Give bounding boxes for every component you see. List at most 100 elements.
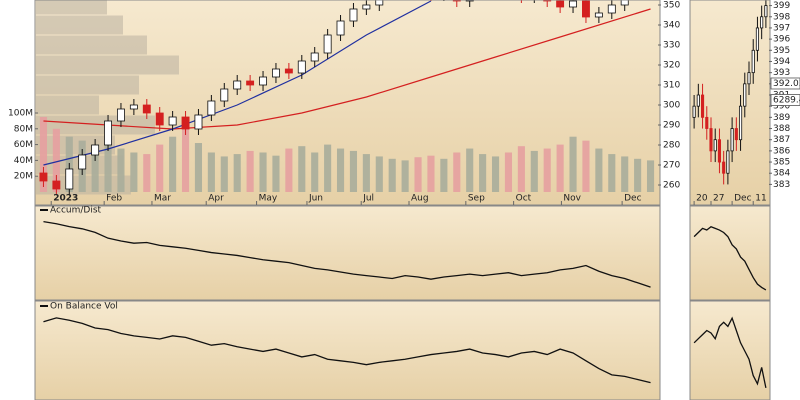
- main-panel: [35, 0, 660, 205]
- x-tick-label: 11: [755, 194, 766, 204]
- candle-body: [78, 154, 87, 170]
- x-tick-label: 20: [696, 194, 708, 204]
- price-callout: 392.03: [773, 79, 800, 89]
- volume-bar: [156, 144, 164, 192]
- candle-body: [751, 49, 755, 74]
- candle-body: [556, 0, 565, 8]
- x-tick-label: Mar: [154, 194, 171, 204]
- candle-body: [764, 5, 768, 18]
- marks: [36, 0, 768, 389]
- panel-title: On Balance Vol: [50, 302, 118, 312]
- volume-bar: [517, 146, 525, 192]
- candle-body: [39, 172, 48, 182]
- x-tick-label: Aug: [411, 194, 429, 204]
- candle-body: [65, 168, 74, 190]
- candle-body: [709, 128, 713, 152]
- right-frame: [689, 0, 771, 206]
- volume-bar: [543, 148, 551, 192]
- candle-body: [713, 139, 717, 152]
- volume-bar: [491, 156, 500, 192]
- candle-body: [700, 94, 705, 118]
- candle-body: [284, 68, 293, 74]
- y-tick-label: 320: [663, 61, 680, 71]
- candle-body: [375, 0, 384, 6]
- y-tick-label: 397: [773, 23, 790, 33]
- y-tick-label: 399: [773, 1, 790, 11]
- volume-bar: [259, 152, 267, 192]
- ad-panel: [35, 206, 660, 300]
- x-tick-label: Dec: [624, 194, 641, 204]
- candle-body: [760, 16, 764, 29]
- candle-body: [129, 104, 138, 110]
- x-tick-label: Sep: [468, 194, 485, 204]
- x-tick-label: Jul: [362, 194, 374, 204]
- y-tick-label: 389: [773, 113, 790, 123]
- x-tick-label: Feb: [106, 194, 122, 204]
- candle-body: [246, 80, 255, 86]
- volume-bar: [181, 124, 190, 192]
- volume-bar: [375, 156, 383, 192]
- y-tick-label: 386: [773, 146, 790, 156]
- candle-body: [91, 144, 100, 156]
- price-callout-box: [770, 94, 800, 106]
- volume-bar: [621, 156, 629, 192]
- y-tick-label: 396: [773, 35, 790, 45]
- volume-bar: [595, 148, 603, 192]
- volume-bar: [298, 146, 306, 192]
- y-tick-label: 80M: [14, 124, 33, 134]
- candle-body: [181, 116, 190, 130]
- candle-body: [297, 60, 306, 74]
- right-obv-panel: [690, 301, 770, 400]
- obv-frame: [34, 300, 661, 400]
- volume-bar: [39, 116, 48, 192]
- plot-area: [36, 0, 655, 195]
- candle-body: [696, 94, 700, 107]
- volume-bar: [104, 132, 112, 192]
- volume-by-price-bar: [36, 115, 155, 135]
- volume-bar: [479, 154, 487, 192]
- y-tick-label: 100M: [8, 108, 33, 118]
- candle-body: [743, 83, 747, 107]
- plot-area: [692, 0, 768, 185]
- volume-by-price-bar: [36, 75, 139, 95]
- x-tick-label: Nov: [563, 194, 581, 204]
- y-tick-label: 383: [773, 180, 790, 190]
- price-callout: 6289.47: [773, 96, 800, 106]
- y-tick-label: 330: [663, 41, 680, 51]
- y-tick-label: 310: [663, 81, 680, 91]
- candle-body: [620, 0, 629, 6]
- candle-body: [692, 105, 696, 118]
- x-tick-label: Apr: [208, 194, 224, 204]
- candle-body: [722, 161, 726, 174]
- candle-body: [362, 4, 371, 10]
- candle-body: [272, 68, 280, 78]
- volume-bar: [220, 156, 228, 192]
- volume-bar: [388, 158, 396, 192]
- y-tick-label: 340: [663, 21, 680, 31]
- y-tick-label: 40M: [14, 156, 33, 166]
- volume-bar: [285, 148, 293, 192]
- volume-bar: [440, 158, 448, 192]
- candle-body: [607, 4, 616, 14]
- price-callout-box: [770, 77, 800, 90]
- ad-frame: [34, 205, 661, 301]
- volume-bar: [401, 160, 409, 192]
- y-tick-label: 385: [773, 158, 790, 168]
- candle-body: [259, 76, 267, 86]
- volume-bar: [646, 160, 655, 192]
- indicator-line: [693, 316, 767, 389]
- x-tick-label: 27: [713, 194, 724, 204]
- y-tick-label: 390: [773, 102, 790, 112]
- candle-body: [310, 52, 319, 62]
- candle-body: [705, 116, 709, 129]
- volume-by-price-bar: [36, 35, 147, 55]
- candle-body: [207, 100, 216, 116]
- y-tick-label: 350: [663, 1, 680, 11]
- y-tick-label: 260: [663, 181, 680, 191]
- x-tick-label: Oct: [516, 194, 532, 204]
- candle-body: [747, 72, 751, 85]
- candle-body: [52, 180, 61, 190]
- right-ad-frame: [689, 205, 771, 301]
- indicator-line: [43, 317, 651, 384]
- candle-body: [349, 8, 358, 22]
